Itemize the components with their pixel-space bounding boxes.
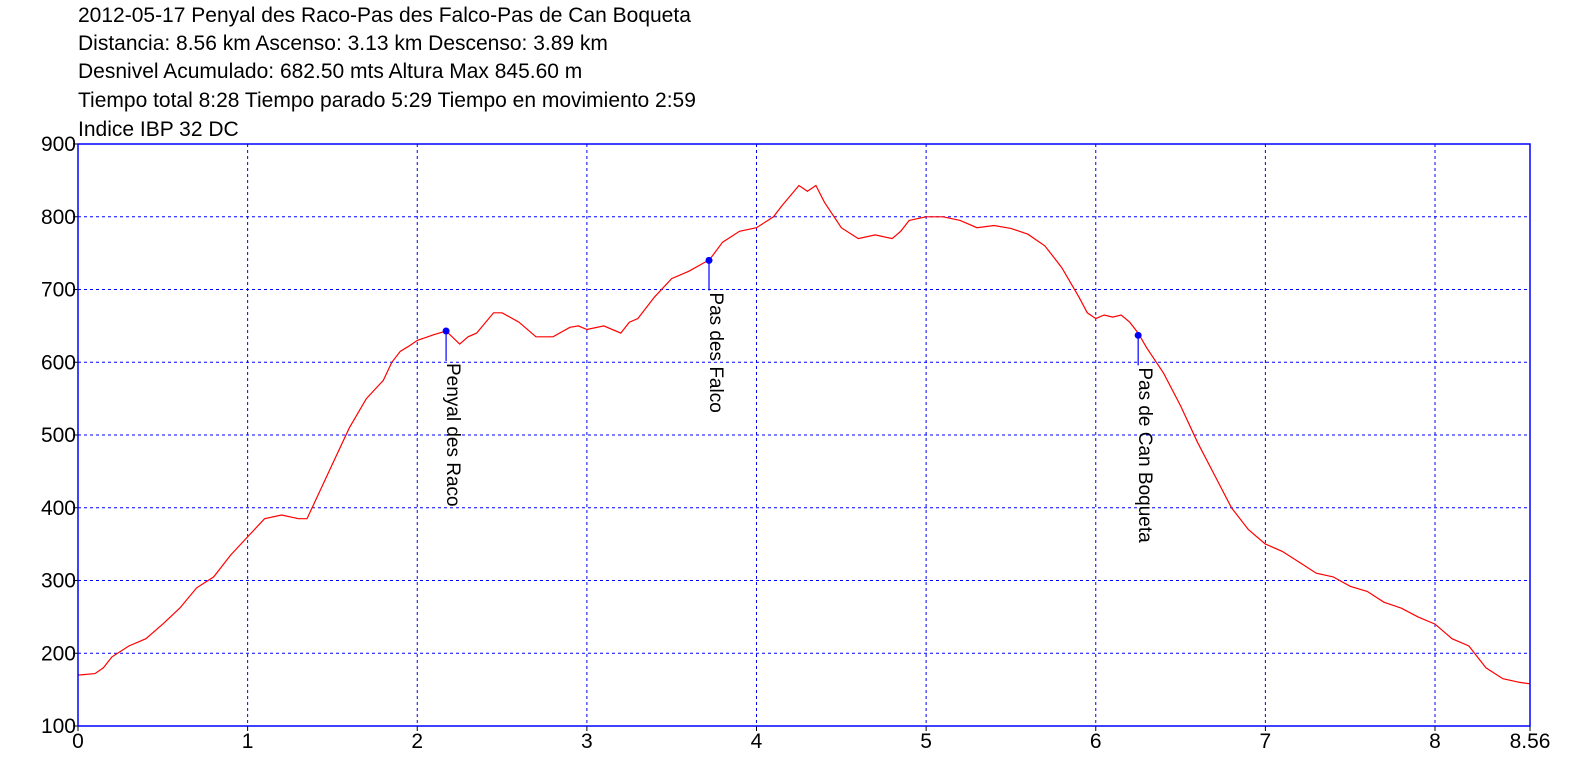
chart-title: 2012-05-17 Penyal des Raco-Pas des Falco… [78, 4, 691, 27]
x-tick-label: 3 [581, 730, 593, 753]
waypoint-dot [442, 327, 450, 335]
x-tick-label: 6 [1090, 730, 1102, 753]
x-tick-label: 8.56 [1510, 730, 1551, 753]
waypoint-label: Penyal des Raco [442, 363, 463, 507]
y-tick-label: 800 [41, 206, 76, 229]
x-tick-label: 4 [751, 730, 763, 753]
x-tick-label: 0 [72, 730, 84, 753]
waypoint-label: Pas des Falco [705, 292, 726, 412]
y-tick-label: 900 [41, 133, 76, 156]
waypoint-dot [1134, 331, 1142, 339]
waypoint-markers: Penyal des Raco Pas des Falco Pas de Can B… [442, 256, 1155, 543]
time-summary: Tiempo total 8:28 Tiempo parado 5:29 Tie… [78, 89, 696, 112]
elevation-summary: Desnivel Acumulado: 682.50 mts Altura Ma… [78, 60, 583, 83]
y-tick-label: 700 [41, 279, 76, 302]
ibp-index: Indice IBP 32 DC [78, 118, 239, 141]
y-tick-label: 500 [41, 424, 76, 447]
y-tick-label: 100 [41, 715, 76, 738]
x-tick-label: 7 [1260, 730, 1272, 753]
y-tick-label: 300 [41, 570, 76, 593]
waypoint-dot [705, 256, 713, 264]
distance-summary: Distancia: 8.56 km Ascenso: 3.13 km Desc… [78, 32, 608, 55]
elevation-series-line [77, 184, 1531, 685]
grid-lines [78, 144, 1530, 726]
y-axis-ticks: 100 200 300 400 500 600 700 800 900 [41, 133, 78, 738]
x-tick-label: 1 [242, 730, 254, 753]
x-tick-label: 5 [920, 730, 932, 753]
x-tick-label: 2 [411, 730, 423, 753]
waypoint-label: Pas de Can Boqueta [1134, 367, 1155, 543]
plot-frame [77, 143, 1531, 727]
x-tick-label: 8 [1429, 730, 1441, 753]
y-tick-label: 600 [41, 351, 76, 374]
x-axis-ticks: 0 1 2 3 4 5 6 7 8 8.56 [72, 726, 1550, 753]
y-tick-label: 400 [41, 497, 76, 520]
y-tick-label: 200 [41, 642, 76, 665]
